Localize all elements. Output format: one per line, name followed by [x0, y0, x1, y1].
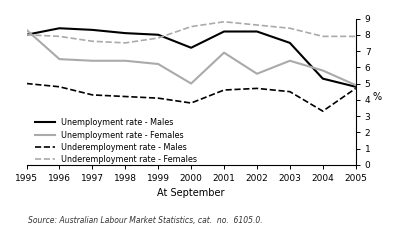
Line: Unemployment rate - Females: Unemployment rate - Females	[27, 30, 356, 85]
Unemployment rate - Females	[287, 59, 292, 62]
Unemployment rate - Females	[156, 63, 160, 65]
Underemployment rate - Females	[123, 42, 128, 44]
Underemployment rate - Males	[222, 89, 226, 91]
Unemployment rate - Males	[222, 30, 226, 33]
Unemployment rate - Males	[123, 32, 128, 35]
Underemployment rate - Males	[189, 102, 193, 104]
Text: Source: Australian Labour Market Statistics, cat.  no.  6105.0.: Source: Australian Labour Market Statist…	[28, 216, 262, 225]
Unemployment rate - Females	[189, 82, 193, 85]
Underemployment rate - Males	[90, 94, 95, 96]
Unemployment rate - Females	[90, 59, 95, 62]
Unemployment rate - Males	[254, 30, 259, 33]
Underemployment rate - Males	[156, 97, 160, 99]
Underemployment rate - Females	[90, 40, 95, 43]
Underemployment rate - Males	[24, 82, 29, 85]
Underemployment rate - Females	[353, 35, 358, 38]
Underemployment rate - Males	[57, 85, 62, 88]
X-axis label: At September: At September	[157, 188, 225, 198]
Unemployment rate - Males	[156, 33, 160, 36]
Underemployment rate - Females	[222, 20, 226, 23]
Underemployment rate - Males	[353, 87, 358, 90]
Underemployment rate - Females	[24, 33, 29, 36]
Line: Underemployment rate - Females: Underemployment rate - Females	[27, 22, 356, 43]
Unemployment rate - Males	[287, 42, 292, 44]
Unemployment rate - Females	[353, 84, 358, 86]
Unemployment rate - Males	[353, 85, 358, 88]
Underemployment rate - Males	[320, 110, 325, 113]
Underemployment rate - Females	[189, 25, 193, 28]
Unemployment rate - Females	[57, 58, 62, 61]
Y-axis label: %: %	[373, 92, 382, 102]
Unemployment rate - Females	[123, 59, 128, 62]
Line: Underemployment rate - Males: Underemployment rate - Males	[27, 84, 356, 111]
Unemployment rate - Males	[320, 77, 325, 80]
Unemployment rate - Males	[189, 46, 193, 49]
Unemployment rate - Males	[57, 27, 62, 30]
Underemployment rate - Females	[320, 35, 325, 38]
Legend: Unemployment rate - Males, Unemployment rate - Females, Underemployment rate - M: Unemployment rate - Males, Unemployment …	[31, 114, 201, 168]
Unemployment rate - Females	[320, 69, 325, 72]
Unemployment rate - Males	[24, 33, 29, 36]
Unemployment rate - Females	[254, 72, 259, 75]
Line: Unemployment rate - Males: Unemployment rate - Males	[27, 28, 356, 87]
Underemployment rate - Females	[57, 35, 62, 38]
Underemployment rate - Males	[123, 95, 128, 98]
Unemployment rate - Females	[24, 29, 29, 31]
Underemployment rate - Males	[254, 87, 259, 90]
Underemployment rate - Females	[287, 27, 292, 30]
Underemployment rate - Males	[287, 90, 292, 93]
Unemployment rate - Males	[90, 29, 95, 31]
Underemployment rate - Females	[156, 37, 160, 39]
Underemployment rate - Females	[254, 24, 259, 26]
Unemployment rate - Females	[222, 51, 226, 54]
